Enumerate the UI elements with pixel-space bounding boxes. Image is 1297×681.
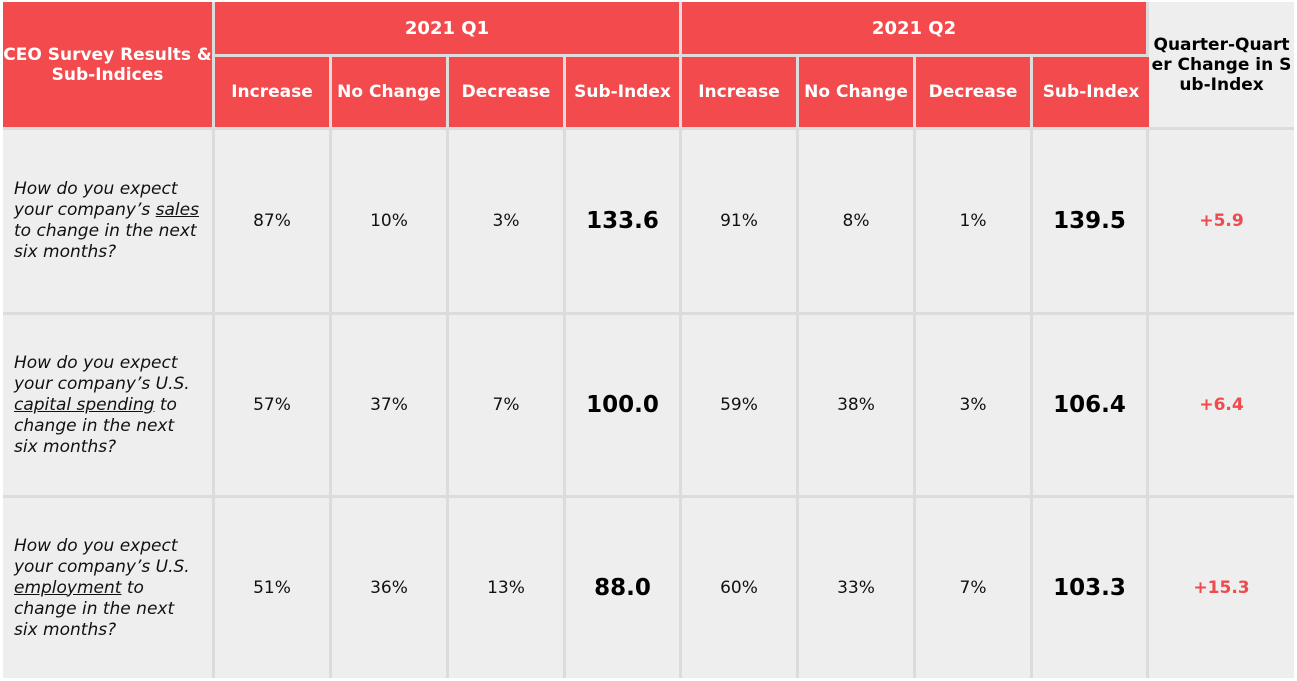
ceo-survey-table: CEO Survey Results & Sub-Indices 2021 Q1… <box>3 2 1295 678</box>
q1-decrease-cell: 13% <box>449 498 566 678</box>
q1-increase-cell: 57% <box>215 315 332 498</box>
q1-no-change-cell: 10% <box>332 130 449 315</box>
q2-increase-cell: 60% <box>682 498 800 678</box>
q1-no-change-cell: 37% <box>332 315 449 498</box>
q2-no-change-cell: 33% <box>799 498 917 678</box>
q1-increase-cell: 87% <box>215 130 332 315</box>
table-row-employment: How do you expect your company’s U.S. em… <box>3 498 1295 678</box>
table-row-capital-spending: How do you expect your company’s U.S. ca… <box>3 315 1295 498</box>
q2-sub-index-cell: 139.5 <box>1033 130 1150 315</box>
question-cell: How do you expect your company’s U.S. em… <box>3 498 215 678</box>
q2-decrease-cell: 1% <box>916 130 1034 315</box>
question-keyword: capital spending <box>14 394 155 415</box>
q2-increase-cell: 91% <box>682 130 800 315</box>
header-change: Quarter-Quarter Change in Sub-Index <box>1149 2 1295 130</box>
header-q1-increase: Increase <box>215 57 332 130</box>
q2-increase-cell: 59% <box>682 315 800 498</box>
header-q1-sub-index: Sub-Index <box>566 57 683 130</box>
question-text-end: to change in the next six months? <box>14 221 197 262</box>
quarter-change-cell: +6.4 <box>1149 315 1295 498</box>
header-group-q1: 2021 Q1 <box>215 2 683 57</box>
q2-decrease-cell: 7% <box>916 498 1034 678</box>
question-text-end: to change in the next six months? <box>14 577 175 640</box>
question-cell: How do you expect your company’s U.S. ca… <box>3 315 215 498</box>
question-keyword: sales <box>155 200 199 220</box>
table-row-sales: How do you expect your company’s sales t… <box>3 130 1295 315</box>
question-cell: How do you expect your company’s sales t… <box>3 130 215 315</box>
q1-decrease-cell: 7% <box>449 315 566 498</box>
q1-decrease-cell: 3% <box>449 130 566 315</box>
header-row-subcolumns: Increase No Change Decrease Sub-Index In… <box>3 57 1294 130</box>
q2-no-change-cell: 38% <box>799 315 917 498</box>
q2-no-change-cell: 8% <box>799 130 917 315</box>
question-text-start: How do you expect your company’s U.S. <box>14 535 190 577</box>
header-q1-no-change: No Change <box>332 57 449 130</box>
question-text-start: How do you expect your company’s <box>14 179 178 220</box>
header-q2-increase: Increase <box>682 57 800 130</box>
header-row-groups: CEO Survey Results & Sub-Indices 2021 Q1… <box>3 2 1295 130</box>
q1-increase-cell: 51% <box>215 498 332 678</box>
question-keyword: employment <box>14 577 122 598</box>
q1-no-change-cell: 36% <box>332 498 449 678</box>
q1-sub-index-cell: 133.6 <box>566 130 683 315</box>
header-group-q2: 2021 Q2 <box>682 2 1150 57</box>
q2-sub-index-cell: 103.3 <box>1033 498 1150 678</box>
q2-decrease-cell: 3% <box>916 315 1034 498</box>
quarter-change-cell: +15.3 <box>1149 498 1295 678</box>
q1-sub-index-cell: 100.0 <box>566 315 683 498</box>
q1-sub-index-cell: 88.0 <box>566 498 683 678</box>
question-text-end: to change in the next six months? <box>14 394 177 457</box>
quarter-change-cell: +5.9 <box>1149 130 1295 315</box>
q2-sub-index-cell: 106.4 <box>1033 315 1150 498</box>
header-q2-sub-index: Sub-Index <box>1033 57 1150 130</box>
header-corner: CEO Survey Results & Sub-Indices <box>3 2 215 130</box>
question-text-start: How do you expect your company’s U.S. <box>14 352 190 394</box>
header-q2-decrease: Decrease <box>916 57 1034 130</box>
header-q1-decrease: Decrease <box>449 57 566 130</box>
header-q2-no-change: No Change <box>799 57 917 130</box>
